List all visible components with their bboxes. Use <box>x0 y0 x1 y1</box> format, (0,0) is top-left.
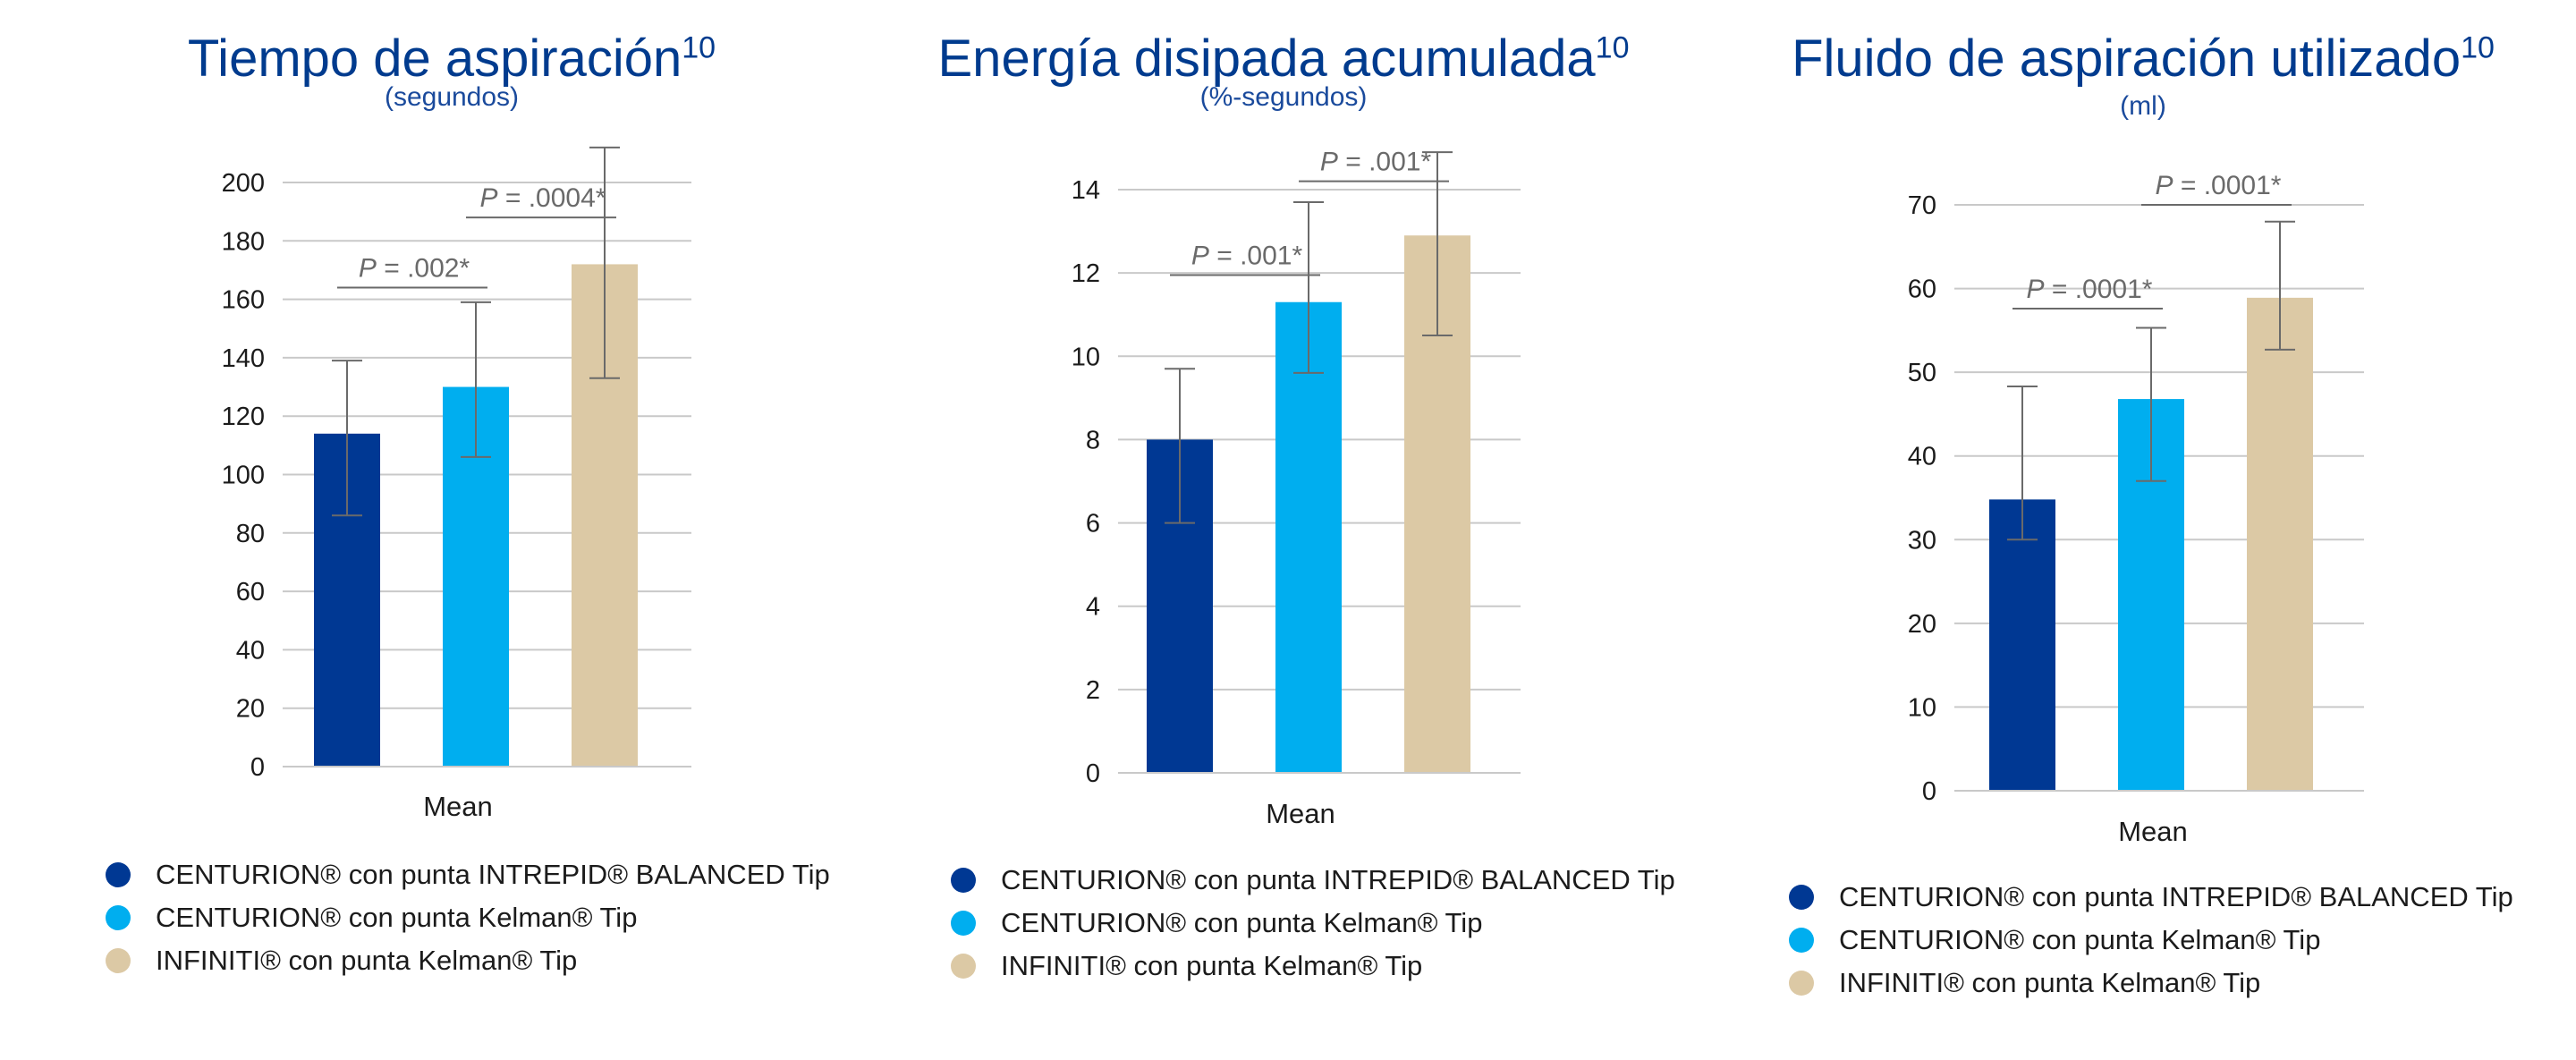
legend-swatch <box>106 948 131 973</box>
p-value-label: P = .001* <box>1191 241 1303 270</box>
legend-label: CENTURION® con punta Kelman® Tip <box>1839 924 2321 955</box>
p-value-label: P = .0004* <box>480 183 606 213</box>
bar-chart: 0 20 40 60 80 100 120 140 160 180 200 P = .002* P = … <box>222 146 691 822</box>
bar-chart: 0 10 20 30 40 50 60 70 P = .0001* P = .0001* Mean <box>1908 171 2364 847</box>
legend-label: INFINITI® con punta Kelman® Tip <box>1839 967 2261 998</box>
y-tick-label: 0 <box>1086 759 1100 788</box>
chart-title-superscript: 10 <box>2461 30 2495 65</box>
legend-label: INFINITI® con punta Kelman® Tip <box>156 945 578 976</box>
legend-swatch <box>951 954 976 979</box>
chart-panel-dissipated-energy: Energía disipada acumulada10 (%-segundos… <box>859 0 1717 1060</box>
y-tick-label: 40 <box>236 636 265 665</box>
x-axis-label: Mean <box>1266 798 1335 829</box>
y-tick-label: 14 <box>1072 176 1100 205</box>
legend-label: CENTURION® con punta INTREPID® BALANCED … <box>1839 881 2513 912</box>
y-tick-label: 20 <box>236 695 265 724</box>
bar <box>1275 301 1342 773</box>
legend-swatch <box>1789 928 1814 953</box>
chart-title-superscript: 10 <box>1595 30 1630 65</box>
chart-title: Energía disipada acumulada10 <box>854 29 1713 89</box>
y-tick-label: 70 <box>1908 191 1936 220</box>
y-tick-label: 100 <box>222 462 265 490</box>
chart-title: Fluido de aspiración utilizado10 <box>1714 29 2572 89</box>
y-tick-label: 0 <box>250 753 265 782</box>
chart-title-text: Tiempo de aspiración <box>187 30 682 88</box>
legend-label: CENTURION® con punta Kelman® Tip <box>1001 907 1483 938</box>
y-tick-label: 200 <box>222 169 265 198</box>
legend-swatch <box>951 868 976 893</box>
y-tick-label: 50 <box>1908 359 1936 387</box>
chart-title: Tiempo de aspiración10 <box>22 29 881 89</box>
y-tick-label: 10 <box>1908 693 1936 722</box>
y-tick-label: 160 <box>222 286 265 315</box>
x-axis-label: Mean <box>2118 816 2188 847</box>
y-tick-label: 120 <box>222 403 265 431</box>
y-tick-label: 12 <box>1072 259 1100 288</box>
y-tick-label: 10 <box>1072 343 1100 371</box>
chart-subtitle: (segundos) <box>384 82 520 112</box>
y-tick-label: 60 <box>1908 276 1936 304</box>
p-value-label: P = .0001* <box>2156 171 2282 200</box>
y-tick-label: 30 <box>1908 526 1936 555</box>
legend-label: CENTURION® con punta INTREPID® BALANCED … <box>1001 864 1675 895</box>
legend-label: CENTURION® con punta INTREPID® BALANCED … <box>156 859 830 890</box>
y-tick-label: 60 <box>236 578 265 606</box>
chart-panel-aspiration-time: Tiempo de aspiración10 (segundos) 0 20 40 6… <box>0 0 859 1060</box>
y-tick-label: 40 <box>1908 443 1936 471</box>
y-tick-label: 8 <box>1086 426 1100 454</box>
bar <box>1989 499 2055 791</box>
y-tick-label: 80 <box>236 520 265 548</box>
legend-swatch <box>1789 971 1814 996</box>
chart-title-text: Energía disipada acumulada <box>937 30 1596 88</box>
y-tick-label: 140 <box>222 344 265 373</box>
chart-title-text: Fluido de aspiración utilizado <box>1792 30 2462 88</box>
p-value-label: P = .002* <box>359 254 470 284</box>
legend-label: INFINITI® con punta Kelman® Tip <box>1001 950 1423 981</box>
p-value-label: P = .0001* <box>2027 275 2153 304</box>
chart-subtitle: (ml) <box>2120 91 2166 121</box>
y-tick-label: 0 <box>1922 777 1936 806</box>
y-tick-label: 180 <box>222 227 265 256</box>
legend-label: CENTURION® con punta Kelman® Tip <box>156 902 638 933</box>
legend-swatch <box>1789 885 1814 910</box>
y-tick-label: 6 <box>1086 510 1100 538</box>
legend-swatch <box>106 862 131 887</box>
y-tick-label: 4 <box>1086 593 1100 622</box>
chart-title-superscript: 10 <box>682 30 716 65</box>
x-axis-label: Mean <box>423 791 493 822</box>
y-tick-label: 20 <box>1908 610 1936 639</box>
p-value-label: P = .001* <box>1320 148 1432 177</box>
chart-subtitle: (%-segundos) <box>1199 82 1368 112</box>
legend-swatch <box>106 905 131 930</box>
bar <box>2247 297 2313 792</box>
bar-chart: 0 2 4 6 8 10 12 14 P = .001* P = .001* Mean <box>1072 148 1521 829</box>
y-tick-label: 2 <box>1086 676 1100 705</box>
legend-swatch <box>951 911 976 936</box>
